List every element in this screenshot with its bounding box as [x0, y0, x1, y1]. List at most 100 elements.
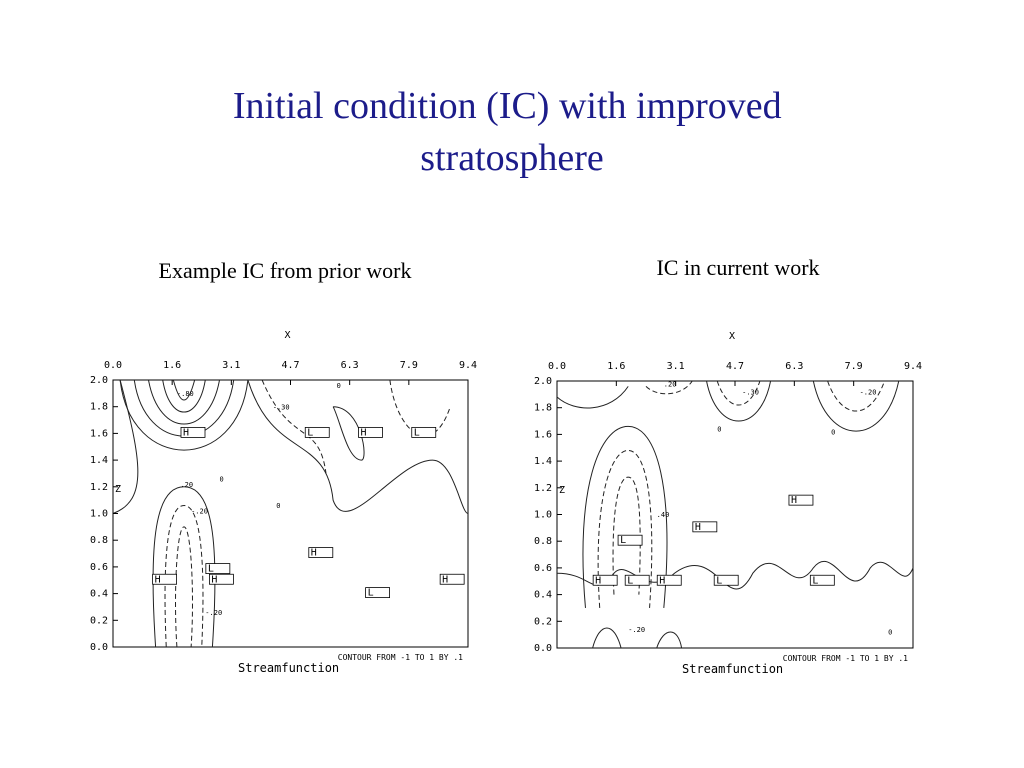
contour-label: -.20 [205, 609, 222, 617]
plot-footer: Streamfunction [682, 662, 783, 676]
title-line: stratosphere [420, 137, 604, 179]
x-tick-label: 9.4 [904, 361, 922, 372]
panel-caption: Example IC from prior work [159, 258, 412, 283]
x-tick-label: 0.0 [548, 361, 566, 372]
extremum-box [180, 426, 206, 438]
extremum-marker: H [695, 522, 701, 533]
y-tick-label: 1.2 [90, 482, 108, 493]
extremum-marker: L [208, 564, 214, 575]
x-tick-label: 9.4 [459, 360, 477, 371]
y-tick-label: 1.8 [534, 403, 552, 414]
extremum-box [788, 494, 814, 506]
extremum-box [617, 534, 643, 546]
contour-label: 0 [276, 502, 280, 510]
contour-line [262, 380, 326, 473]
extremum-marker: H [361, 427, 367, 438]
extremum-box [624, 574, 650, 586]
contour-line [657, 632, 682, 648]
contour-label: -.20 [860, 388, 877, 396]
contour-line [333, 407, 364, 460]
contour-label: -.20 [628, 626, 645, 634]
y-tick-label: 0.2 [90, 615, 108, 626]
plot-footer: Streamfunction [238, 661, 339, 675]
y-tick-label: 0.0 [90, 642, 108, 653]
y-tick-label: 1.6 [534, 429, 552, 440]
contours [557, 381, 913, 648]
contour-line [120, 380, 248, 450]
x-tick-label: 1.6 [607, 361, 625, 372]
extremum-box [304, 426, 330, 438]
contour-line [828, 381, 885, 411]
extremum-box [439, 573, 465, 585]
y-tick-label: 0.2 [534, 616, 552, 627]
contour-label: 0 [888, 629, 892, 637]
contour-label: .20 [664, 380, 677, 388]
extremum-marker: H [442, 574, 448, 585]
contour-line [646, 381, 692, 394]
x-tick-label: 0.0 [104, 360, 122, 371]
contour-note: CONTOUR FROM -1 TO 1 BY .1 [783, 654, 908, 663]
contour-label: 0 [220, 475, 224, 483]
contour-line [557, 561, 913, 589]
extremum-marker: H [155, 574, 161, 585]
extremum-marker: L [627, 575, 633, 586]
extremum-marker: L [368, 588, 374, 599]
panel-caption: IC in current work [656, 255, 819, 280]
extremum-box [205, 563, 231, 574]
extremum-box [208, 573, 234, 585]
contour-label: .40 [657, 511, 670, 519]
extremum-marker: H [183, 427, 189, 438]
extremum-marker: L [307, 427, 313, 438]
extremum-box [592, 574, 618, 586]
y-tick-label: 0.6 [90, 562, 108, 573]
contour-line [163, 380, 206, 412]
extremum-marker: L [812, 575, 818, 586]
contour-line [149, 380, 220, 424]
contour-line [717, 381, 760, 405]
contour-line [173, 380, 194, 400]
y-tick-label: 1.0 [90, 509, 108, 520]
x-tick-label: 7.9 [845, 361, 863, 372]
extremum-box [411, 426, 437, 438]
extremum-box [692, 521, 718, 533]
contour-label: 0 [717, 426, 721, 434]
x-tick-label: 4.7 [281, 360, 299, 371]
contour-label: -.80 [177, 390, 194, 398]
contour-line [113, 380, 138, 514]
y-tick-label: 1.8 [90, 402, 108, 413]
contour-line [176, 527, 193, 647]
contour-line [153, 487, 215, 647]
y-tick-label: 0.6 [534, 563, 552, 574]
contour-panel: 0.0 1.6 3.1 4.7 6.3 7.9 9.4 2.0 1.8 1.6 1.4 1.2 1.0 0… [90, 330, 477, 675]
x-axis-label: X [284, 330, 290, 341]
y-tick-label: 1.0 [534, 510, 552, 521]
contour-line [707, 381, 771, 421]
contour-line [248, 380, 468, 514]
y-axis-label: Z [115, 484, 121, 495]
contour-line [557, 386, 628, 408]
x-tick-label: 7.9 [400, 360, 418, 371]
contour-label: 0 [831, 428, 835, 436]
extremum-marker: L [716, 575, 722, 586]
contour-line [813, 381, 898, 431]
contour-line [593, 628, 621, 648]
contour-label: 0 [337, 382, 341, 390]
contour-label: -.30 [742, 388, 759, 396]
y-tick-label: 1.2 [534, 483, 552, 494]
contour-label: -.30 [273, 403, 290, 411]
y-tick-label: 0.4 [90, 589, 108, 600]
extremum-box [308, 547, 334, 558]
x-tick-label: 6.3 [341, 360, 359, 371]
y-tick-label: 1.4 [534, 456, 552, 467]
extremum-marker: H [791, 495, 797, 506]
extremum-box [713, 574, 739, 586]
contour-note: CONTOUR FROM -1 TO 1 BY .1 [338, 653, 463, 662]
y-tick-label: 0.8 [90, 535, 108, 546]
extremum-marker: L [620, 535, 626, 546]
extremum-marker: H [311, 548, 317, 559]
extremum-box [365, 587, 391, 598]
extremum-box [656, 574, 682, 586]
y-tick-label: 0.0 [534, 643, 552, 654]
extremum-box [152, 573, 178, 585]
